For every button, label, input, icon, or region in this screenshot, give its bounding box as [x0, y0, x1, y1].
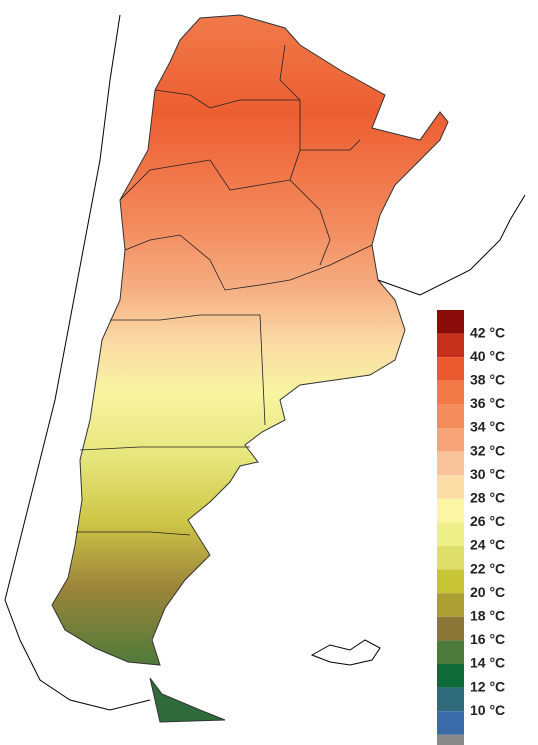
- legend-swatch: [437, 734, 464, 745]
- legend-label: 32 °C: [470, 442, 505, 458]
- argentina: [51, 14, 449, 666]
- chile-border: [4, 14, 151, 711]
- legend-swatch: [437, 546, 464, 570]
- legend-label: 42 °C: [470, 324, 505, 340]
- legend-label: 18 °C: [470, 608, 505, 624]
- legend-label: 12 °C: [470, 678, 505, 694]
- legend-swatch: [437, 451, 464, 476]
- legend-swatch: [437, 664, 464, 688]
- neighbor-border: [377, 194, 526, 296]
- legend-label: 26 °C: [470, 513, 505, 529]
- legend-swatch: [437, 569, 464, 594]
- legend-label: 10 °C: [470, 702, 505, 718]
- legend-swatch: [437, 357, 464, 381]
- legend-swatch: [437, 640, 464, 664]
- legend-label: 38 °C: [470, 372, 505, 388]
- falkland-islands: [310, 639, 381, 666]
- legend-label: 20 °C: [470, 584, 505, 600]
- legend-swatch: [437, 310, 464, 334]
- legend-swatch: [437, 380, 464, 405]
- legend-label: 16 °C: [470, 631, 505, 647]
- legend: 42 °C 40 °C 38 °C 36 °C 34 °C 32 °C 30 °C 28 °C…: [437, 310, 505, 745]
- legend-swatch: [437, 498, 464, 523]
- legend-swatch: [437, 428, 464, 452]
- legend-swatch: [437, 593, 464, 617]
- legend-label: 36 °C: [470, 395, 505, 411]
- legend-label: 24 °C: [470, 537, 505, 553]
- legend-swatch: [437, 616, 464, 641]
- legend-label: 30 °C: [470, 466, 505, 482]
- legend-label: 22 °C: [470, 560, 505, 576]
- legend-swatch: [437, 333, 464, 358]
- legend-swatch: [437, 711, 464, 735]
- province-borders: [76, 44, 373, 536]
- legend-swatch: [437, 522, 464, 546]
- tierra-del-fuego: [149, 677, 226, 723]
- legend-swatch: [437, 404, 464, 428]
- legend-swatch: [437, 475, 464, 499]
- legend-label: 14 °C: [470, 655, 505, 671]
- legend-label: 34 °C: [470, 419, 505, 435]
- legend-label: 28 °C: [470, 490, 505, 506]
- legend-swatch: [437, 687, 464, 712]
- legend-label: 40 °C: [470, 348, 505, 364]
